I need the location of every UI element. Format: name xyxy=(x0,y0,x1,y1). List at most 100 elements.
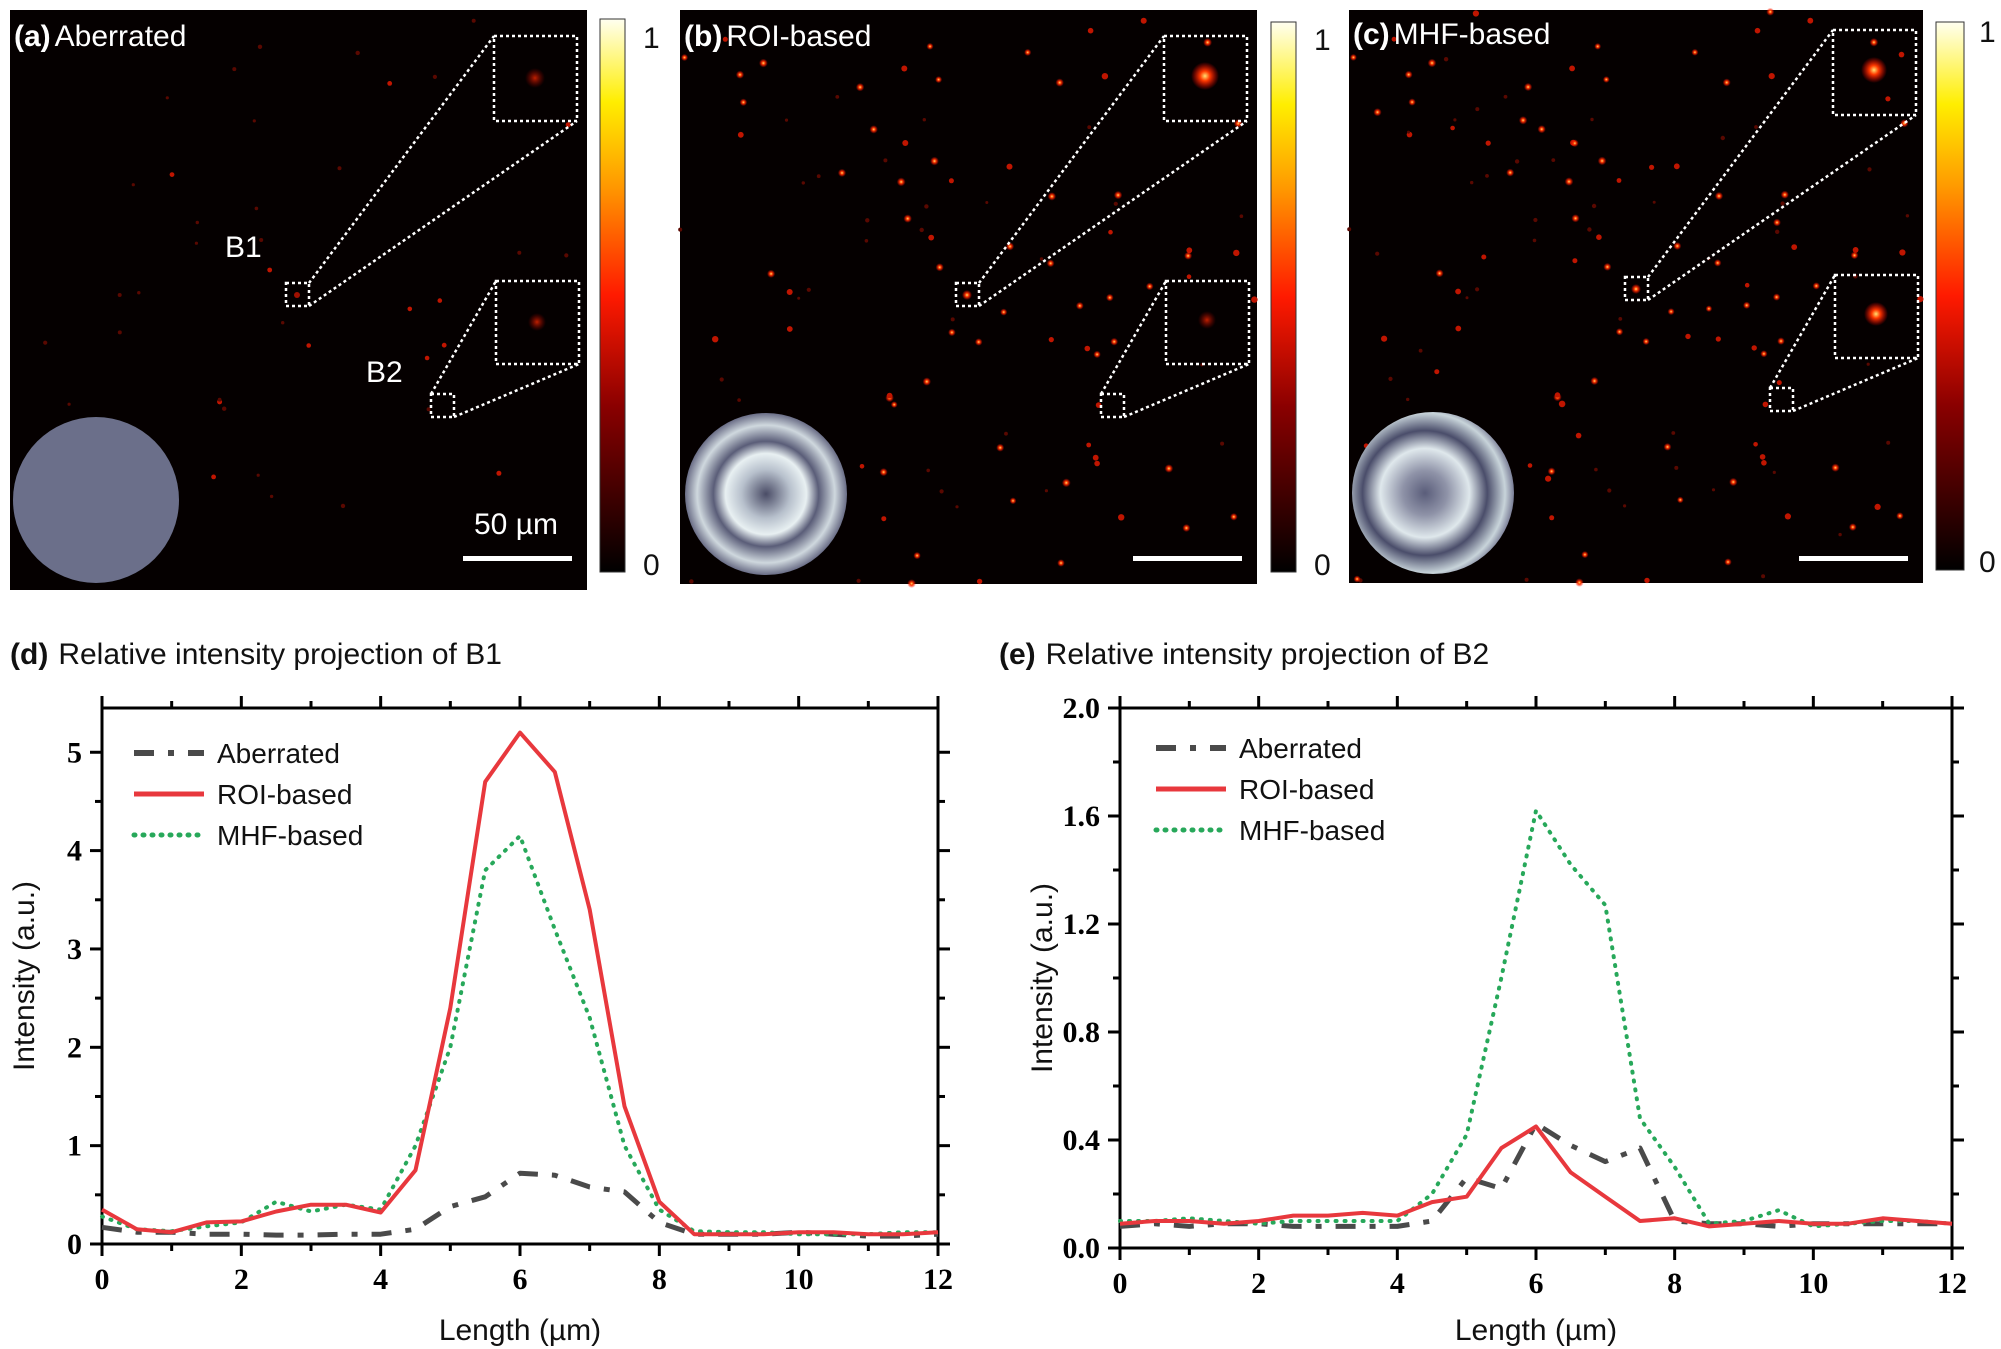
pupil-phase-map-mhf xyxy=(1352,412,1514,574)
fluorescent-spot xyxy=(1575,432,1582,439)
fluorescent-spot xyxy=(1831,463,1840,472)
fluorescent-spot xyxy=(117,330,122,335)
inset-boxes xyxy=(954,34,1251,419)
fluorescent-spot xyxy=(1404,70,1413,79)
colorbar xyxy=(1270,21,1297,573)
scale-bar xyxy=(1133,556,1242,561)
fluorescent-spot xyxy=(924,204,929,209)
series-line-roi xyxy=(101,730,939,1237)
fluorescent-spot xyxy=(1729,477,1738,487)
fluorescent-spot xyxy=(1722,78,1731,87)
colorbar-min-label: 0 xyxy=(643,549,660,582)
x-tick-label: 12 xyxy=(1937,1267,1967,1300)
chart-e: (e) Relative intensity projection of B2 0… xyxy=(999,638,1967,1347)
fluorescent-spot xyxy=(1607,488,1612,493)
fluorescent-spot xyxy=(1772,470,1776,474)
fluorescent-spot xyxy=(1642,337,1650,346)
fluorescent-spot xyxy=(1347,227,1352,232)
y-tick-label: 2.0 xyxy=(1063,692,1101,725)
fluorescent-spot xyxy=(1685,333,1691,340)
fluorescent-spot xyxy=(926,42,934,50)
fluorescent-spot xyxy=(1418,348,1423,353)
inset-spot-b1 xyxy=(525,68,545,88)
panel-title: Aberrated xyxy=(55,20,187,53)
fluorescent-spot xyxy=(935,263,944,272)
legend-label: ROI-based xyxy=(217,779,352,810)
fluorescent-spot xyxy=(907,579,916,588)
legend-label: MHF-based xyxy=(1239,815,1385,846)
fluorescent-spot xyxy=(1113,201,1118,206)
x-tick-label: 6 xyxy=(1529,1267,1544,1300)
fluorescent-spot xyxy=(1874,503,1881,510)
colorbar-min-label: 0 xyxy=(1314,549,1331,582)
fluorescent-spot xyxy=(1671,431,1676,435)
inset-spot-b2 xyxy=(1198,311,1216,329)
colorbar xyxy=(599,18,626,573)
fluorescent-spot xyxy=(879,468,888,477)
fluorescent-spot xyxy=(1407,130,1410,134)
svg-text:(c)MHF-based: (c) MHF-based xyxy=(1353,18,1550,51)
fluorescent-spot xyxy=(1220,441,1225,446)
fluorescent-spot xyxy=(1869,38,1879,47)
fluorescent-spot xyxy=(1759,454,1766,460)
fluorescent-spot xyxy=(976,578,983,585)
fluorescent-spot xyxy=(1024,48,1032,57)
fluorescent-spot xyxy=(1714,191,1724,201)
x-tick-label: 2 xyxy=(1251,1267,1266,1300)
scale-bar-label: 50 µm xyxy=(474,508,558,541)
fluorescent-spot xyxy=(1780,201,1785,206)
panel-letter: (a) xyxy=(14,20,51,53)
fluorescent-spot xyxy=(919,227,924,233)
y-tick-label: 1 xyxy=(67,1130,82,1163)
panel-letter: (c) xyxy=(1353,18,1390,51)
fluorescent-spot xyxy=(837,168,847,177)
fluorescent-spot xyxy=(565,122,571,128)
fluorescent-spot xyxy=(974,338,983,346)
fluorescent-spot xyxy=(1239,214,1244,218)
fluorescent-spot xyxy=(1434,369,1440,375)
spot-b1 xyxy=(294,292,300,298)
panel-title: ROI-based xyxy=(726,20,871,53)
fluorescent-spot xyxy=(1450,125,1455,131)
legend-label: ROI-based xyxy=(1239,774,1374,805)
fluorescent-spot xyxy=(211,474,217,480)
y-tick-label: 3 xyxy=(67,933,82,966)
fluorescent-spot xyxy=(1898,51,1905,58)
fluorescent-spot xyxy=(797,296,801,300)
fluorescent-spot xyxy=(1101,73,1109,80)
fluorescent-spot xyxy=(1848,523,1857,531)
panel-b: (b) ROI-based 1 0 xyxy=(678,10,1331,588)
fluorescent-spot xyxy=(1373,108,1382,117)
fluorescent-spot xyxy=(1838,532,1842,537)
fluorescent-spot xyxy=(1470,180,1474,185)
fluorescent-spot xyxy=(1533,217,1538,223)
fluorescent-spot xyxy=(1537,125,1546,134)
fluorescent-spot xyxy=(1581,551,1589,559)
legend-label: MHF-based xyxy=(217,820,363,851)
fluorescent-spot xyxy=(1590,376,1599,386)
x-tick-label: 6 xyxy=(513,1263,528,1296)
inset-spot-b2 xyxy=(1864,302,1888,326)
fluorescent-spot xyxy=(496,470,502,476)
fluorescent-spot xyxy=(1623,504,1627,508)
fluorescent-spot xyxy=(1602,76,1610,83)
fluorescent-spot xyxy=(1885,96,1891,102)
fluorescent-spot xyxy=(759,58,768,68)
fluorescent-spot xyxy=(1905,214,1910,218)
fluorescent-spot xyxy=(1381,335,1388,342)
x-tick-label: 2 xyxy=(234,1263,249,1296)
fluorescent-spot xyxy=(869,125,878,134)
chart-title: Relative intensity projection of B2 xyxy=(1046,638,1490,671)
svg-text:(d)Relative intensity projecti: (d) Relative intensity projection of B1 xyxy=(10,638,502,671)
fluorescent-spot xyxy=(1594,467,1598,472)
fluorescent-spot xyxy=(1503,94,1508,99)
fluorescent-spot xyxy=(1564,177,1574,186)
fluorescent-spot xyxy=(407,306,413,312)
fluorescent-spot xyxy=(1644,577,1650,584)
fluorescent-spot xyxy=(1596,234,1602,240)
fluorescent-spot xyxy=(930,156,939,166)
fluorescent-spot xyxy=(1603,262,1612,271)
pupil-phase-map-flat xyxy=(13,417,179,583)
fluorescent-spot xyxy=(1075,301,1084,310)
x-tick-label: 0 xyxy=(95,1263,110,1296)
